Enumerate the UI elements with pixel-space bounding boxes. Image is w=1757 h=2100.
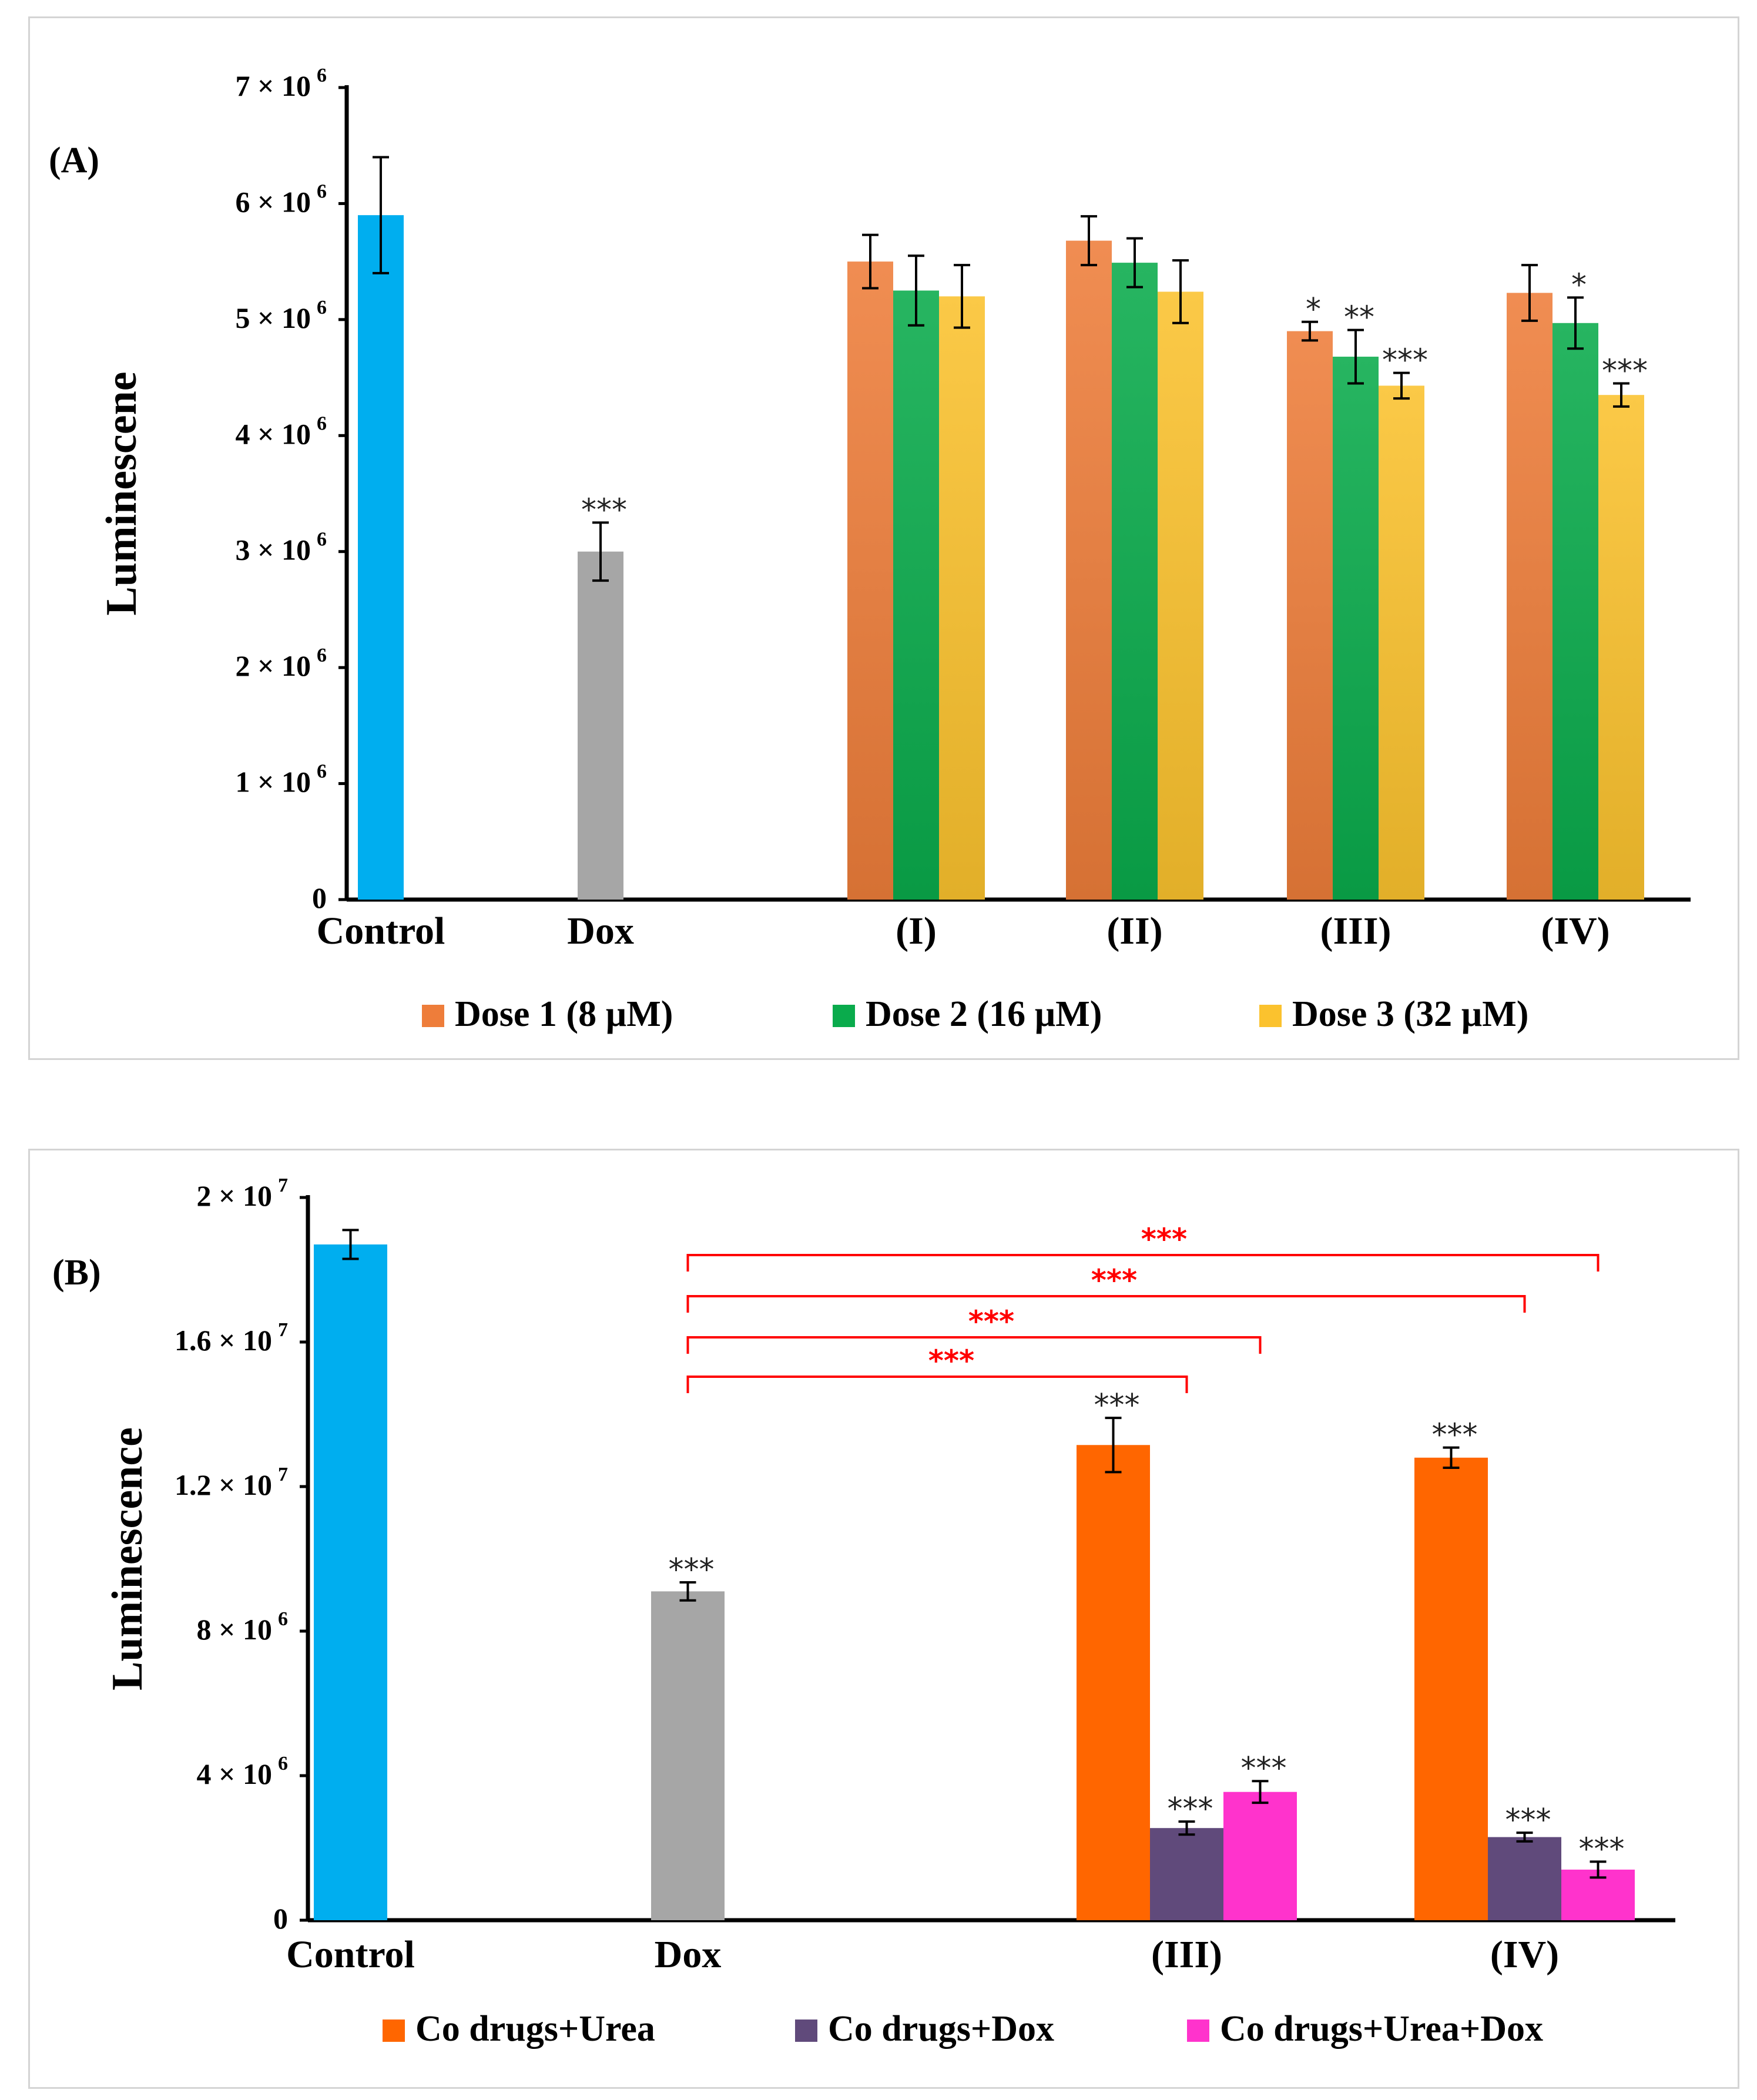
significance-marker: *** xyxy=(581,492,627,528)
y-tick-label: 2 × 10 7 xyxy=(197,1175,289,1212)
chart-b-svg: (B) Luminescence 0 4 × 10 6 8 × 10 6 1.2 × 10 7 1… xyxy=(52,1175,1675,2049)
significance-marker: *** xyxy=(1505,1803,1551,1838)
bar-control-1 xyxy=(314,1244,387,1920)
bar-iii-2 xyxy=(1150,1828,1223,1920)
legend-label: Dose 1 (8 µM) xyxy=(455,994,673,1034)
y-tick-label: 0 xyxy=(273,1902,288,1935)
legend-swatch xyxy=(383,2020,405,2042)
significance-marker: *** xyxy=(1432,1418,1478,1453)
bar-iii-3 xyxy=(1379,385,1424,900)
bar-iii-3 xyxy=(1223,1792,1297,1920)
x-tick-label: (IV) xyxy=(1490,1933,1559,1976)
significance-marker: * xyxy=(1571,267,1587,303)
y-tick-label: 7 × 10 6 xyxy=(236,65,327,102)
bar-control-1 xyxy=(358,215,404,900)
legend-swatch xyxy=(795,2020,817,2042)
y-tick-label: 6 × 10 6 xyxy=(236,180,327,218)
y-axis-label: Luminescene xyxy=(98,371,146,615)
y-tick-label: 5 × 10 6 xyxy=(236,297,327,334)
bar-iii-1 xyxy=(1077,1445,1150,1920)
bar-iv-1 xyxy=(1414,1457,1488,1920)
significance-marker: *** xyxy=(1168,1792,1213,1827)
legend-swatch xyxy=(1259,1005,1282,1027)
bracket-label: *** xyxy=(928,1344,974,1378)
bracket-label: *** xyxy=(968,1304,1014,1339)
significance-marker: *** xyxy=(1094,1388,1140,1423)
legend-swatch xyxy=(1187,2020,1209,2042)
bar-iv-1 xyxy=(1507,293,1553,900)
bar-i-3 xyxy=(939,296,985,900)
legend-label: Dose 3 (32 µM) xyxy=(1292,994,1528,1034)
legend-label: Dose 2 (16 µM) xyxy=(866,994,1102,1034)
x-tick-label: (I) xyxy=(896,910,937,952)
x-tick-label: Dox xyxy=(567,910,634,952)
y-tick-label: 4 × 10 6 xyxy=(197,1753,289,1790)
y-tick-label: 8 × 10 6 xyxy=(197,1608,289,1646)
bar-iv-3 xyxy=(1598,395,1644,900)
panel-label: (A) xyxy=(49,140,99,180)
bar-dox-1 xyxy=(578,551,623,900)
y-tick-label: 1.6 × 10 7 xyxy=(175,1319,288,1357)
x-tick-label: Control xyxy=(317,910,445,952)
y-tick-label: 1 × 10 6 xyxy=(236,761,327,799)
y-tick-label: 4 × 10 6 xyxy=(236,412,327,450)
bar-ii-3 xyxy=(1158,291,1203,900)
bracket-label: *** xyxy=(1091,1263,1137,1297)
significance-marker: *** xyxy=(1241,1751,1287,1786)
legend-label: Co drugs+Dox xyxy=(828,2009,1054,2049)
bar-ii-1 xyxy=(1066,240,1112,900)
panel-label: (B) xyxy=(52,1253,101,1293)
legend-label: Co drugs+Urea xyxy=(415,2009,655,2049)
significance-marker: * xyxy=(1306,292,1321,327)
significance-marker: *** xyxy=(1602,353,1648,388)
bar-iii-1 xyxy=(1287,331,1333,900)
bar-iv-2 xyxy=(1488,1837,1561,1920)
x-tick-label: (III) xyxy=(1151,1933,1222,1976)
significance-bracket xyxy=(686,1376,1188,1393)
x-tick-label: (III) xyxy=(1320,910,1391,952)
chart-a-svg: (A) Luminescene 0 1 × 10 6 2 × 10 6 3 × 10 6 4 × … xyxy=(49,65,1691,1034)
y-tick-label: 1.2 × 10 7 xyxy=(175,1464,288,1501)
bar-i-2 xyxy=(893,290,939,900)
significance-bracket xyxy=(686,1336,1262,1354)
significance-marker: *** xyxy=(669,1552,715,1588)
legend-label: Co drugs+Urea+Dox xyxy=(1220,2009,1543,2049)
y-tick-label: 2 × 10 6 xyxy=(236,645,327,682)
chart-panel-b: (B) Luminescence 0 4 × 10 6 8 × 10 6 1.2 × 10 7 1… xyxy=(28,1149,1739,2089)
y-tick-label: 0 xyxy=(312,881,327,914)
legend-swatch xyxy=(422,1005,444,1027)
chart-panel-a: (A) Luminescene 0 1 × 10 6 2 × 10 6 3 × 10 6 4 × … xyxy=(28,16,1739,1060)
significance-bracket xyxy=(686,1295,1526,1313)
significance-marker: ** xyxy=(1344,300,1374,336)
legend-swatch xyxy=(833,1005,855,1027)
significance-bracket xyxy=(686,1254,1600,1272)
significance-marker: *** xyxy=(1382,343,1428,378)
bar-iii-2 xyxy=(1333,357,1379,900)
significance-marker: *** xyxy=(1579,1831,1625,1867)
bar-iv-2 xyxy=(1553,323,1598,900)
x-tick-label: (IV) xyxy=(1541,910,1610,952)
y-tick-label: 3 × 10 6 xyxy=(236,529,327,566)
x-tick-label: Control xyxy=(286,1933,415,1976)
y-axis-label: Luminescence xyxy=(103,1427,152,1690)
x-tick-label: (II) xyxy=(1106,910,1162,952)
x-tick-label: Dox xyxy=(655,1933,722,1976)
bracket-label: *** xyxy=(1141,1222,1187,1256)
bar-i-1 xyxy=(847,261,893,900)
bar-dox-1 xyxy=(651,1591,725,1920)
bar-ii-2 xyxy=(1112,263,1158,900)
